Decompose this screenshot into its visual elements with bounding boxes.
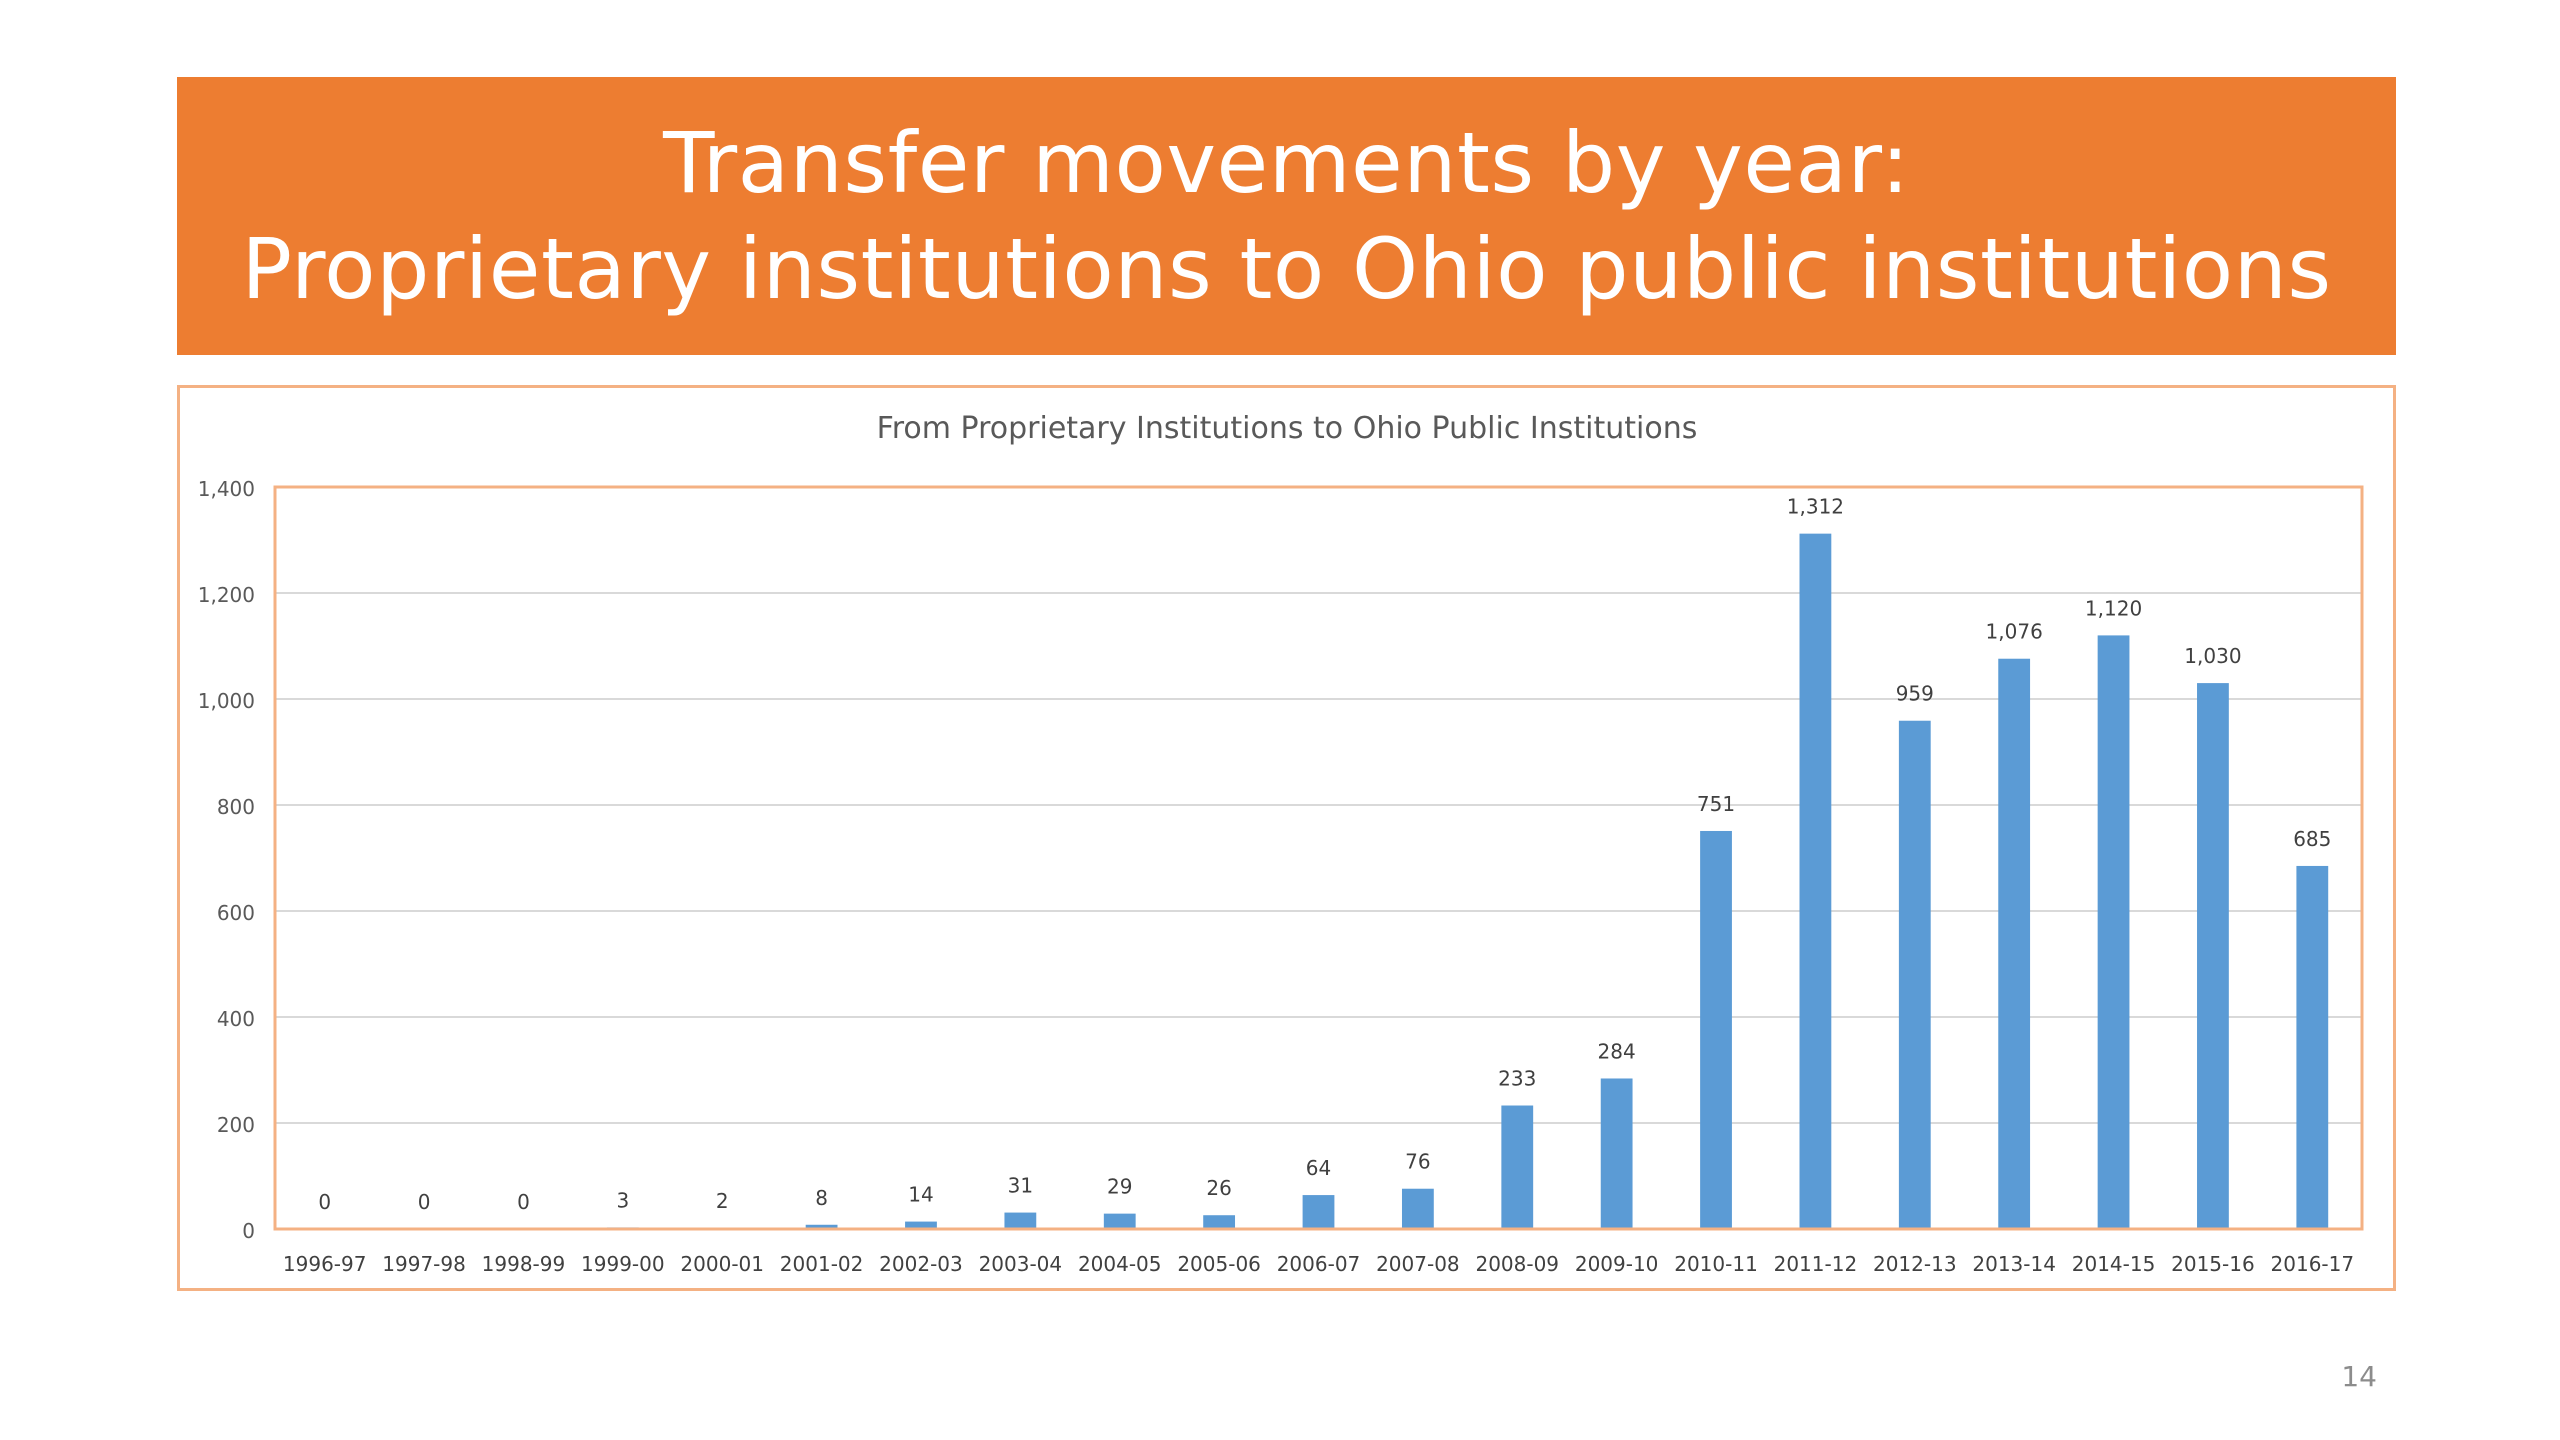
- bar: [1004, 1212, 1037, 1229]
- bar: [1401, 1188, 1434, 1229]
- bar-chart: From Proprietary Institutions to Ohio Pu…: [198, 411, 2364, 1276]
- bar-data-label: 0: [418, 1190, 431, 1214]
- x-tick-label: 2011-12: [1774, 1252, 1858, 1276]
- bar-data-label: 29: [1107, 1175, 1132, 1199]
- bar: [2097, 635, 2130, 1229]
- y-axis-ticks: 0 200 400 600 800 1,000 1,200 1,400: [198, 477, 255, 1243]
- bar: [2296, 865, 2329, 1229]
- y-tick-label: 1,400: [198, 477, 255, 501]
- x-tick-label: 2014-15: [2072, 1252, 2156, 1276]
- bar-data-label: 26: [1206, 1176, 1231, 1200]
- page-number: 14: [2341, 1360, 2377, 1393]
- y-tick-label: 800: [217, 795, 255, 819]
- bar-data-label: 1,312: [1787, 495, 1844, 519]
- x-tick-label: 2005-06: [1177, 1252, 1261, 1276]
- bar: [1700, 830, 1732, 1229]
- x-tick-label: 2012-13: [1873, 1252, 1957, 1276]
- bar-data-label: 1,120: [2085, 596, 2142, 620]
- x-tick-label: 2006-07: [1277, 1252, 1361, 1276]
- bar-data-label: 14: [908, 1183, 933, 1207]
- bar-data-label: 959: [1896, 682, 1934, 706]
- x-tick-label: 1996-97: [283, 1252, 367, 1276]
- slide-title-line-2: Proprietary institutions to Ohio public …: [241, 220, 2332, 318]
- bars: [606, 533, 2329, 1229]
- bar-data-label: 0: [318, 1190, 331, 1214]
- x-tick-label: 2007-08: [1376, 1252, 1460, 1276]
- y-tick-label: 400: [217, 1007, 255, 1031]
- bar-data-label: 284: [1598, 1039, 1636, 1063]
- bar: [1799, 533, 1832, 1229]
- bar: [905, 1221, 937, 1229]
- x-tick-label: 2008-09: [1475, 1252, 1559, 1276]
- y-tick-label: 1,200: [198, 583, 255, 607]
- bar: [1898, 720, 1931, 1229]
- x-tick-label: 2016-17: [2271, 1252, 2355, 1276]
- bar: [1203, 1215, 1236, 1229]
- x-axis-ticks: 1996-97 1997-98 1998-99 1999-00 2000-01 2001-…: [283, 1252, 2354, 1276]
- x-tick-label: 2010-11: [1674, 1252, 1758, 1276]
- chart-title: From Proprietary Institutions to Ohio Pu…: [877, 411, 1698, 446]
- bar-data-label: 76: [1405, 1150, 1430, 1174]
- bar-data-label: 2: [716, 1189, 729, 1213]
- bar-data-label: 751: [1697, 792, 1735, 816]
- bar-data-label: 685: [2293, 827, 2331, 851]
- bar-data-label: 3: [616, 1188, 629, 1212]
- bar-data-label: 31: [1008, 1174, 1033, 1198]
- x-tick-label: 2004-05: [1078, 1252, 1162, 1276]
- x-tick-label: 2001-02: [780, 1252, 864, 1276]
- bar: [1501, 1105, 1534, 1229]
- bar: [2197, 683, 2229, 1229]
- bar: [1600, 1078, 1633, 1229]
- bar-data-label: 0: [517, 1190, 530, 1214]
- x-tick-label: 2002-03: [879, 1252, 963, 1276]
- x-tick-label: 2013-14: [1972, 1252, 2056, 1276]
- x-tick-label: 2009-10: [1575, 1252, 1659, 1276]
- chart-frame: From Proprietary Institutions to Ohio Pu…: [177, 385, 2396, 1291]
- x-tick-label: 1998-99: [482, 1252, 566, 1276]
- bar-data-label: 1,076: [1986, 620, 2043, 644]
- bar: [1103, 1213, 1136, 1229]
- title-banner: Transfer movements by year: Proprietary …: [177, 77, 2396, 355]
- x-tick-label: 1997-98: [382, 1252, 466, 1276]
- bar-data-label: 8: [815, 1186, 828, 1210]
- bar: [805, 1224, 838, 1229]
- slide-title-line-1: Transfer movements by year:: [663, 114, 1910, 212]
- x-tick-label: 1999-00: [581, 1252, 665, 1276]
- data-labels: 0 0 0 3 2 8 14 31 29 26 64 76 233 284 751 1,312 959 1,076…: [318, 495, 2331, 1214]
- bar-data-label: 233: [1498, 1067, 1536, 1091]
- plot-area-border: [273, 485, 2364, 1231]
- bar-data-label: 64: [1306, 1156, 1331, 1180]
- y-tick-label: 600: [217, 901, 255, 925]
- bar: [1302, 1195, 1335, 1229]
- x-tick-label: 2003-04: [979, 1252, 1063, 1276]
- y-tick-label: 200: [217, 1113, 255, 1137]
- y-tick-label: 1,000: [198, 689, 255, 713]
- x-tick-label: 2015-16: [2171, 1252, 2255, 1276]
- y-tick-label: 0: [242, 1219, 255, 1243]
- x-tick-label: 2000-01: [680, 1252, 764, 1276]
- bar: [1998, 658, 2031, 1229]
- gridlines: [275, 592, 2362, 1230]
- bar-data-label: 1,030: [2184, 644, 2241, 668]
